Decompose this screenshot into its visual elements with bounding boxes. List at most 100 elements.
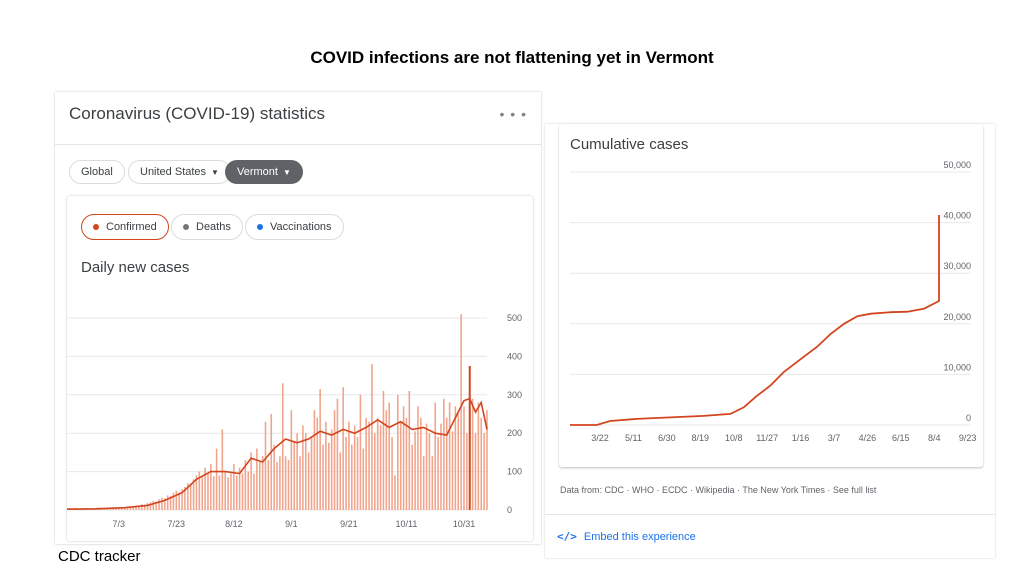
- bar: [336, 398, 339, 510]
- bar: [152, 500, 155, 510]
- bar: [238, 467, 241, 510]
- region-chip-united-states[interactable]: United States ▼: [128, 160, 231, 184]
- bar: [451, 431, 454, 510]
- bar: [210, 463, 212, 510]
- embed-link[interactable]: </> Embed this experience: [557, 530, 696, 543]
- x-tick-label: 9/21: [340, 519, 358, 529]
- bar: [149, 502, 152, 510]
- bar: [443, 398, 445, 510]
- x-tick-label: 8/12: [225, 519, 243, 529]
- x-tick-label: 10/8: [725, 433, 743, 443]
- bar: [146, 503, 149, 510]
- bar: [175, 490, 178, 510]
- y-tick-label: 0: [507, 505, 512, 515]
- bar: [477, 402, 480, 510]
- bar: [230, 473, 232, 510]
- bar: [420, 417, 422, 510]
- x-tick-label: 7/3: [113, 519, 126, 529]
- highlight-bar: [468, 366, 471, 510]
- bar: [365, 417, 367, 510]
- bar: [184, 486, 186, 510]
- bar: [307, 452, 310, 510]
- tab-confirmed[interactable]: Confirmed: [81, 214, 169, 240]
- bar: [483, 433, 485, 510]
- vaccinations-dot-icon: [257, 224, 263, 230]
- chip-label: Global: [81, 166, 113, 178]
- bar: [437, 437, 439, 510]
- bar: [117, 507, 120, 510]
- bar: [227, 477, 229, 510]
- bar: [368, 421, 370, 510]
- bar: [319, 389, 321, 510]
- bar: [129, 506, 132, 510]
- bar: [161, 497, 163, 510]
- deaths-dot-icon: [183, 224, 189, 230]
- bar: [166, 495, 169, 510]
- bar: [388, 402, 390, 510]
- bar: [325, 421, 327, 510]
- bar: [474, 433, 477, 510]
- bar: [195, 475, 198, 510]
- bar: [233, 463, 235, 510]
- x-tick-label: 10/31: [453, 519, 476, 529]
- y-tick-label: 50,000: [943, 160, 971, 170]
- bar: [218, 475, 221, 510]
- bar: [189, 483, 192, 510]
- bar: [440, 423, 442, 510]
- bar: [299, 456, 301, 510]
- bar: [313, 410, 316, 510]
- bar: [304, 433, 307, 510]
- bar: [463, 406, 465, 510]
- bar: [169, 496, 172, 510]
- chart-subtitle: Daily new cases: [81, 259, 190, 276]
- y-tick-label: 30,000: [943, 261, 971, 271]
- tab-label: Vaccinations: [270, 221, 332, 233]
- bar: [204, 467, 206, 510]
- bar: [302, 425, 304, 510]
- bar: [187, 483, 189, 510]
- bar: [454, 406, 457, 510]
- bar: [339, 452, 342, 510]
- x-tick-label: 1/16: [792, 433, 810, 443]
- region-chip-vermont[interactable]: Vermont ▼: [225, 160, 303, 184]
- bar: [276, 462, 278, 510]
- x-tick-label: 7/23: [168, 519, 186, 529]
- tab-label: Confirmed: [106, 221, 157, 233]
- bar: [408, 390, 411, 510]
- chip-label: United States: [140, 166, 207, 178]
- tab-label: Deaths: [196, 221, 231, 233]
- bar: [198, 471, 201, 510]
- bar: [382, 390, 385, 510]
- tab-vaccinations[interactable]: Vaccinations: [245, 214, 344, 240]
- tab-deaths[interactable]: Deaths: [171, 214, 243, 240]
- bar: [448, 402, 451, 510]
- data-source-text[interactable]: Data from: CDC · WHO · ECDC · Wikipedia …: [560, 485, 877, 495]
- bar: [267, 460, 270, 510]
- bar: [221, 429, 224, 510]
- region-chip-global[interactable]: Global: [69, 160, 125, 184]
- cumulative-panel: Cumulative cases 0 10,000 20,000 30,000 40,0…: [545, 124, 995, 558]
- x-tick-label: 11/27: [756, 433, 778, 443]
- bar: [411, 444, 413, 510]
- bar: [273, 444, 275, 510]
- bar: [322, 444, 324, 510]
- bar: [290, 410, 293, 510]
- bar: [201, 477, 203, 510]
- x-tick-label: 8/19: [692, 433, 710, 443]
- bar: [353, 425, 356, 510]
- bar: [112, 508, 114, 510]
- bar: [132, 506, 134, 510]
- bar: [480, 417, 483, 510]
- bar: [466, 433, 468, 510]
- y-tick-label: 20,000: [943, 312, 971, 322]
- y-tick-label: 10,000: [943, 362, 971, 372]
- bar: [405, 417, 408, 510]
- more-horizontal-icon[interactable]: • • •: [499, 106, 527, 122]
- chart-subtitle: Cumulative cases: [570, 136, 689, 153]
- bar: [359, 394, 362, 510]
- y-tick-label: 300: [507, 390, 522, 400]
- confirmed-dot-icon: [93, 224, 99, 230]
- bar: [120, 508, 123, 510]
- footer-caption: CDC tracker: [58, 548, 141, 565]
- x-tick-label: 9/1: [285, 519, 298, 529]
